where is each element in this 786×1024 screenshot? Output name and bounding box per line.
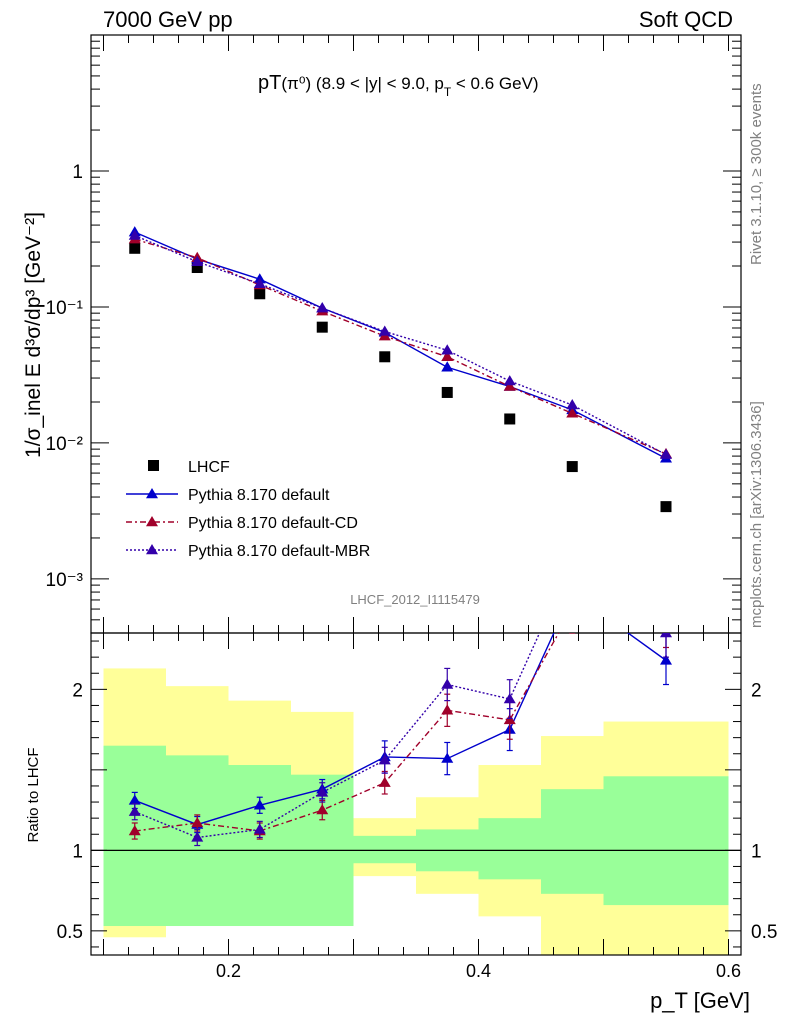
legend-label: LHCF — [188, 459, 230, 476]
ratio-point-2 — [503, 693, 516, 704]
ratio-point-2 — [191, 831, 204, 842]
legend-entry: Pythia 8.170 default — [126, 487, 330, 504]
y-tick-label: 10⁻³ — [46, 570, 84, 591]
band-green-4 — [353, 835, 416, 864]
ratio-point-1 — [128, 825, 141, 836]
x-axis-label: p_T [GeV] — [650, 988, 750, 1013]
band-green-2 — [228, 765, 291, 927]
series-point-3 — [253, 277, 266, 288]
ratio-point-1 — [441, 704, 454, 715]
uncertainty-bands — [103, 668, 729, 955]
lhcf-point — [316, 321, 328, 333]
ratio-point-2 — [128, 805, 141, 816]
ratio-frame — [90, 632, 742, 956]
rivet-label: Rivet 3.1.10, ≥ 300k events — [748, 83, 765, 265]
ratio-point-2 — [660, 633, 672, 638]
ratio-point-0 — [253, 799, 266, 810]
series-point-2 — [441, 350, 454, 361]
ratio-point-1 — [378, 776, 391, 787]
plot-title: pT(π⁰) (8.9 < |y| < 9.0, pT < 0.6 GeV) — [258, 72, 539, 99]
lhcf-point — [379, 351, 391, 363]
y-tick-label: 10⁻¹ — [46, 298, 84, 319]
series-line-3 — [134, 234, 667, 456]
series-point-3 — [441, 344, 454, 355]
plot-title-tail: < 0.6 GeV) — [451, 74, 538, 93]
legend-lhcf-marker — [148, 460, 159, 471]
series-point-3 — [503, 375, 516, 386]
mcplots-label: mcplots.cern.ch [arXiv:1306.3436] — [748, 401, 765, 628]
plot-title-sub: T — [444, 85, 452, 99]
ratio-panel: 0.2 0.4 0.6 0.5 0.5 1 1 2 2 — [57, 555, 777, 981]
series-point-2 — [566, 407, 579, 418]
series-point-2 — [503, 380, 516, 391]
ratio-y-tick-label: 1 — [751, 841, 762, 862]
ratio-y-tick-label: 1 — [72, 841, 83, 862]
header-category: Soft QCD — [639, 7, 733, 32]
legend: LHCF Pythia 8.170 default Pythia 8.170 def… — [126, 459, 370, 560]
ratio-line-1 — [134, 633, 560, 832]
y-tick-label: 1 — [72, 162, 83, 183]
analysis-label: LHCF_2012_I1115479 — [350, 592, 480, 607]
legend-marker — [146, 544, 158, 555]
ratio-point-2 — [378, 754, 391, 765]
series-point-3 — [566, 399, 579, 410]
series-point-1 — [441, 361, 454, 372]
ratio-data — [128, 555, 672, 847]
ratio-point-1 — [316, 804, 329, 815]
plot-title-paren: (π⁰) (8.9 < |y| < 9.0, p — [281, 74, 444, 93]
ratio-point-0 — [441, 752, 454, 763]
ratio-point-2 — [441, 678, 454, 689]
band-green-8 — [603, 776, 729, 906]
plot-title-main: pT — [258, 72, 281, 94]
ratio-point-0 — [128, 794, 141, 805]
x-tick-label: 0.6 — [716, 961, 741, 981]
main-data — [128, 226, 672, 513]
legend-label: Pythia 8.170 default-CD — [188, 515, 358, 532]
ratio-point-2 — [316, 786, 329, 797]
main-panel: 1 10⁻¹ 10⁻² 10⁻³ — [46, 34, 742, 634]
legend-entry: LHCF — [148, 459, 230, 476]
series-line-1 — [134, 231, 667, 459]
ratio-y-tick-label: 2 — [751, 680, 762, 701]
lhcf-point — [191, 262, 203, 274]
ratio-ylabel: Ratio to LHCF — [25, 747, 42, 842]
ratio-point-1 — [503, 713, 516, 725]
lhcf-point — [441, 386, 453, 398]
series-point-3 — [191, 255, 204, 266]
lhcf-point — [254, 288, 266, 300]
ratio-point-1 — [191, 816, 204, 828]
lhcf-point — [129, 242, 141, 254]
ratio-y-tick-label: 0.5 — [57, 922, 83, 943]
ratio-point-2 — [566, 555, 578, 565]
x-tick-label: 0.2 — [216, 961, 241, 981]
lhcf-point — [660, 501, 672, 513]
legend-entry: Pythia 8.170 default-CD — [126, 515, 358, 532]
y-tick-label: 10⁻² — [46, 434, 84, 455]
ratio-point-1 — [566, 603, 578, 613]
ratio-y-tick-label: 2 — [72, 680, 83, 701]
legend-marker — [146, 488, 158, 499]
header-energy: 7000 GeV pp — [103, 7, 233, 32]
ratio-point-2 — [253, 823, 266, 834]
band-green-6 — [478, 818, 541, 880]
series-point-3 — [128, 229, 141, 240]
series-line-2 — [134, 238, 667, 455]
ratio-point-0 — [566, 587, 578, 597]
x-tick-label: 0.4 — [466, 961, 491, 981]
ratio-y-tick-label: 0.5 — [751, 922, 777, 943]
legend-label: Pythia 8.170 default-MBR — [188, 543, 370, 560]
series-point-3 — [378, 325, 391, 336]
ratio-point-0 — [660, 654, 672, 665]
main-ylabel: 1/σ_inel E d³σ/dp³ [GeV⁻²] — [22, 212, 45, 458]
lhcf-point — [566, 461, 578, 473]
ratio-point-1 — [660, 617, 672, 627]
legend-entry: Pythia 8.170 default-MBR — [126, 543, 370, 560]
legend-marker — [146, 516, 158, 527]
series-point-3 — [660, 448, 672, 459]
legend-label: Pythia 8.170 default — [188, 487, 330, 504]
band-green-7 — [541, 789, 604, 894]
lhcf-point — [504, 413, 516, 425]
series-point-3 — [316, 302, 329, 313]
